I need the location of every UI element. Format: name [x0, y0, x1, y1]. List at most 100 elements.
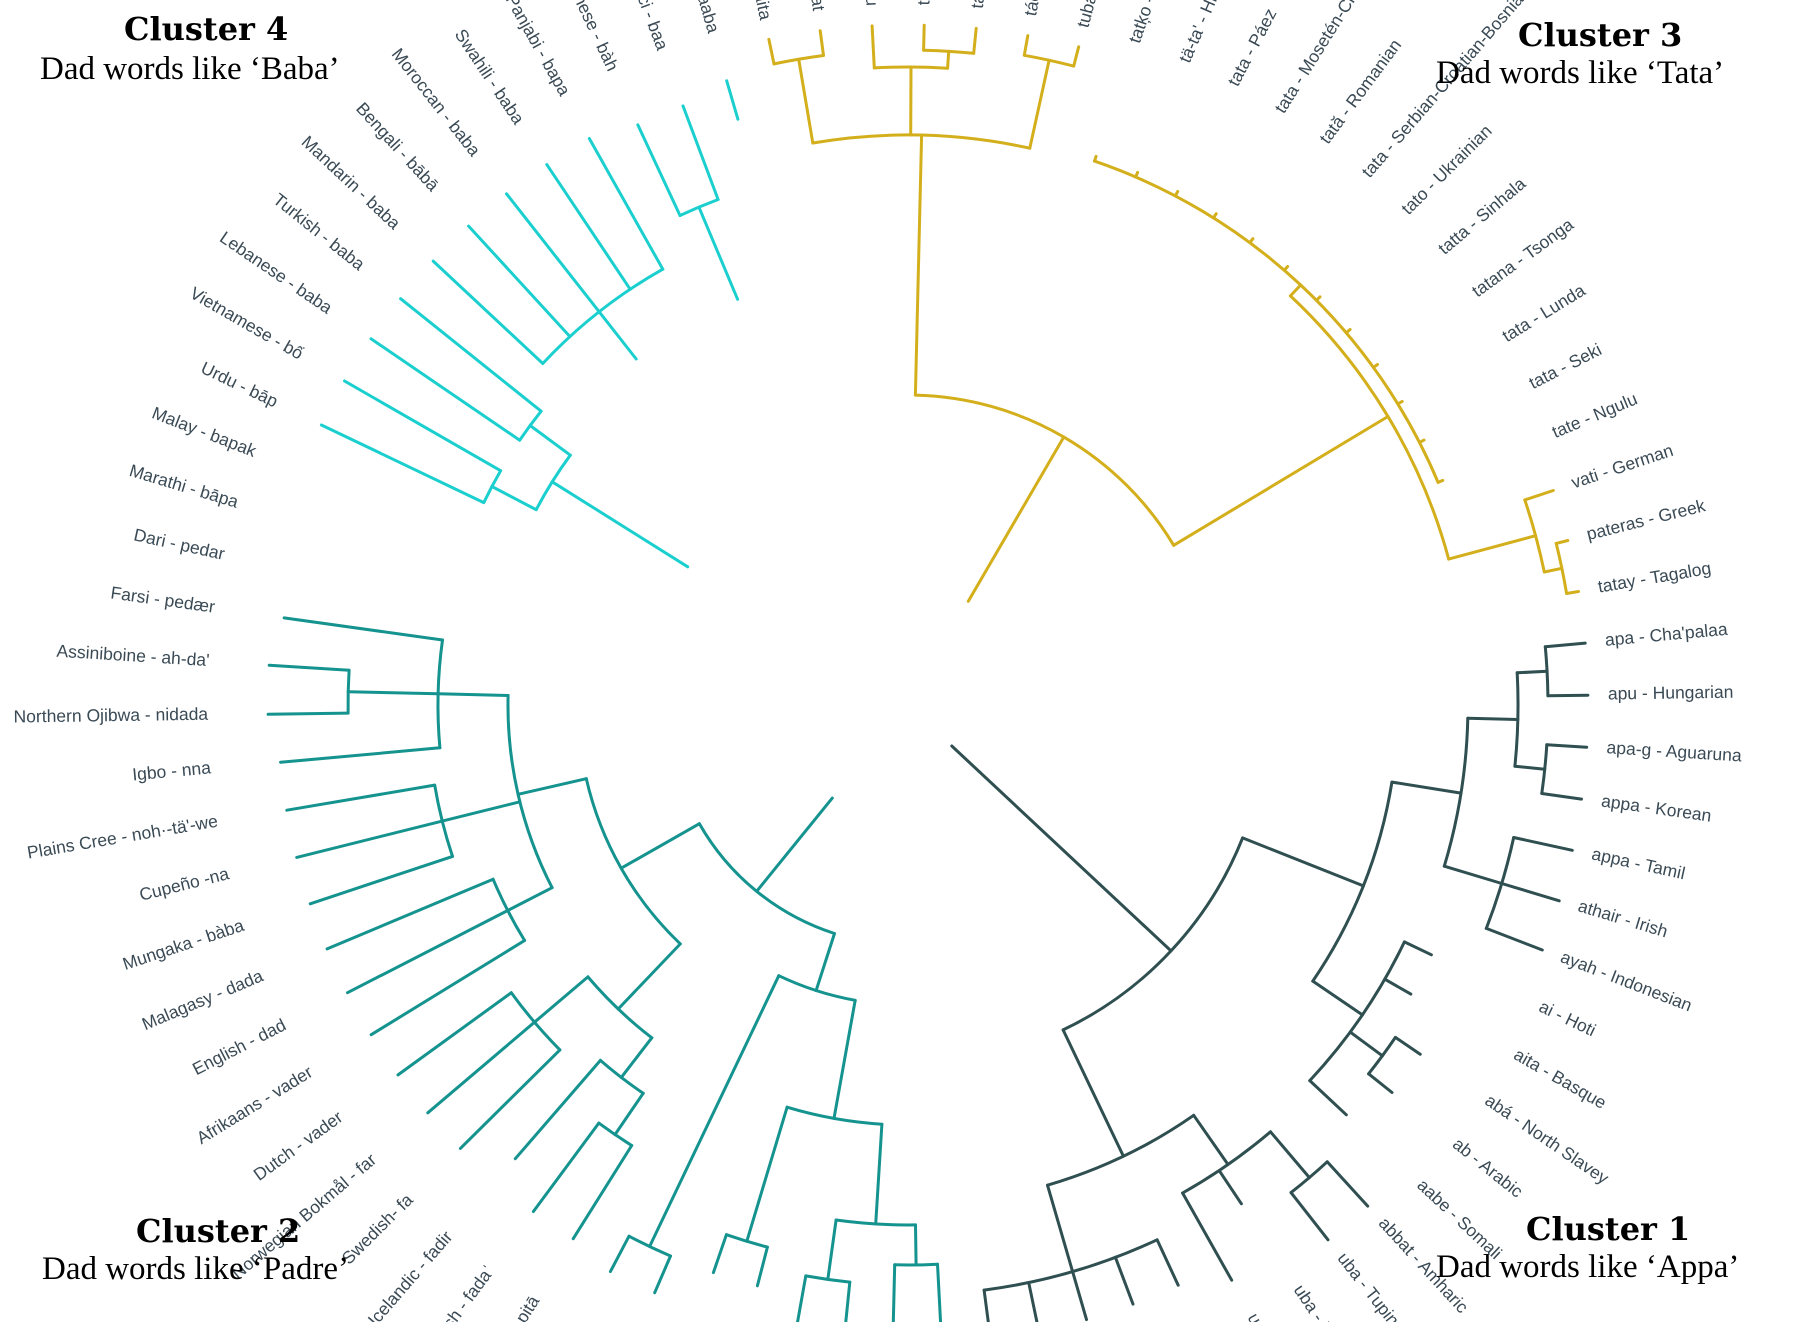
branch-radial [1466, 716, 1520, 721]
branch-radial [282, 616, 444, 642]
branch-radial [1289, 1191, 1330, 1242]
branch-radial [797, 57, 815, 145]
leaf-label: athair - Irish [1576, 896, 1670, 942]
branch-radial [513, 1058, 602, 1161]
leaf-label: vati - German [1569, 440, 1676, 492]
leaf-label: appa - Korean [1600, 791, 1713, 826]
leaf-label: apa-g - Aguaruna [1606, 737, 1742, 765]
branch-radial [725, 79, 740, 121]
branch-radial [597, 310, 638, 361]
branch-radial [506, 886, 554, 912]
leaf-label: Malay - bapak [149, 403, 259, 461]
branch-radial [1172, 415, 1390, 547]
branch-radial [285, 783, 437, 812]
branch-radial [966, 435, 1066, 603]
branch-radial [814, 932, 836, 993]
leaf-label: Dari - pedar [132, 525, 227, 564]
branch-radial [1442, 864, 1504, 885]
branch-radial [587, 137, 665, 271]
branch-radial [1061, 1028, 1125, 1158]
cluster-4-subtitle: Dad words like ‘Baba’ [40, 51, 340, 87]
branch-radial [490, 485, 538, 512]
leaf-label: Northern Ojibwa - nidada [13, 704, 208, 727]
branch-radial [1402, 940, 1433, 957]
cluster-3-subtitle: Dad words like ‘Tata’ [1436, 55, 1725, 91]
leaf-label: tatta - Sinhala [1434, 173, 1529, 258]
dendrogram-branches [266, 23, 1590, 1322]
branch-arc [1093, 159, 1440, 484]
branch-radial [1546, 693, 1590, 698]
leaf-label: tata - Mosetén-Chimané [1270, 0, 1387, 117]
branch-radial [440, 800, 522, 823]
leaf-label: Malagasy - dada [139, 965, 266, 1034]
branch-radial [571, 1144, 634, 1241]
branch-radial [1028, 58, 1051, 150]
leaf-label: tata - Seki [1526, 339, 1605, 393]
leaf-label: Mungaka - bàba [120, 915, 247, 974]
cluster-1-subtitle: Dad words like ‘Appa’ [1436, 1249, 1740, 1285]
leaf-label: tatana - Tsonga [1468, 214, 1577, 301]
leaf-label: SionaTetete - taita [728, 0, 776, 22]
branch-radial [636, 123, 682, 217]
branch-radial [796, 1274, 808, 1322]
leaf-label: English - dad [189, 1015, 289, 1079]
branch-radial [619, 822, 701, 870]
leaf-label: Panjabi - bapa [502, 0, 575, 99]
branch-radial [267, 663, 351, 672]
branch-radial [295, 819, 444, 859]
cluster-2-subtitle: Dad words like ‘Padre’ [42, 1251, 349, 1287]
leaf-label: Turkish - baba [269, 189, 369, 274]
branch-radial [436, 692, 510, 697]
branch-radial [1484, 926, 1544, 952]
branch-radial [1393, 1035, 1422, 1056]
leaf-label: tate - Ngulu [1549, 388, 1640, 441]
branch-radial [533, 975, 590, 1024]
leaf-label: Farsi - pedær [109, 582, 216, 616]
leaf-label: uba - Hausa [1290, 1281, 1360, 1322]
leaf-label: táé - Yaka [1020, 0, 1054, 17]
cluster-4-title: Cluster 4 [124, 10, 289, 48]
leaf-label: Assiniboine - ah-da' [56, 641, 210, 670]
leaf-label: Gujarati - pitā [471, 1292, 544, 1322]
branch-radial [458, 1048, 562, 1150]
branch-radial [1325, 1160, 1370, 1208]
leaf-label: Bengali - bābā [352, 98, 443, 195]
branch-radial [874, 1122, 884, 1226]
branch-radial [950, 744, 1173, 953]
branch-radial [922, 23, 926, 52]
branch-radial [279, 746, 442, 764]
branch-radial [1390, 780, 1463, 795]
leaf-label: Swahili - baba [451, 25, 529, 128]
leaf-label: ayah - Indonesian [1558, 947, 1695, 1016]
branch-radial [755, 1245, 769, 1288]
leaf-label: tä-ta' - Hidatsa [1175, 0, 1238, 66]
branch-radial [516, 777, 588, 796]
branch-radial [870, 24, 876, 70]
branch-radial [266, 711, 350, 716]
branch-radial [1155, 1238, 1180, 1287]
leaf-label: Igbo - nna [131, 757, 212, 784]
leaf-label: tatķo - Macedonian [1124, 0, 1191, 46]
branch-radial [1513, 764, 1547, 771]
branch-radial [1543, 641, 1587, 649]
branch-radial [648, 974, 781, 1248]
branch-radial [308, 854, 454, 906]
leaf-label: tata - Páez [1223, 5, 1280, 89]
branch-radial [1288, 283, 1303, 298]
branch-radial [369, 939, 527, 1037]
leaf-label: tatay - Tagalog [1596, 558, 1712, 597]
branch-radial [545, 163, 632, 291]
branch-radial [1217, 1169, 1243, 1206]
branch-radial [914, 1223, 918, 1267]
branch-radial [844, 1280, 852, 1322]
cluster-2-title: Cluster 2 [136, 1212, 301, 1250]
branch-radial [528, 424, 572, 457]
branch-radial [982, 1288, 990, 1322]
leaf-label: Cupeño -na [137, 863, 231, 905]
branch-radial [681, 104, 720, 201]
branch-radial [826, 1218, 838, 1281]
cluster-1-title: Cluster 1 [1526, 1210, 1691, 1248]
leaf-label: Plains Cree - noh·-tä'-we [26, 811, 220, 863]
branch-radial [1367, 1072, 1394, 1094]
cluster-3-title: Cluster 3 [1518, 16, 1683, 54]
